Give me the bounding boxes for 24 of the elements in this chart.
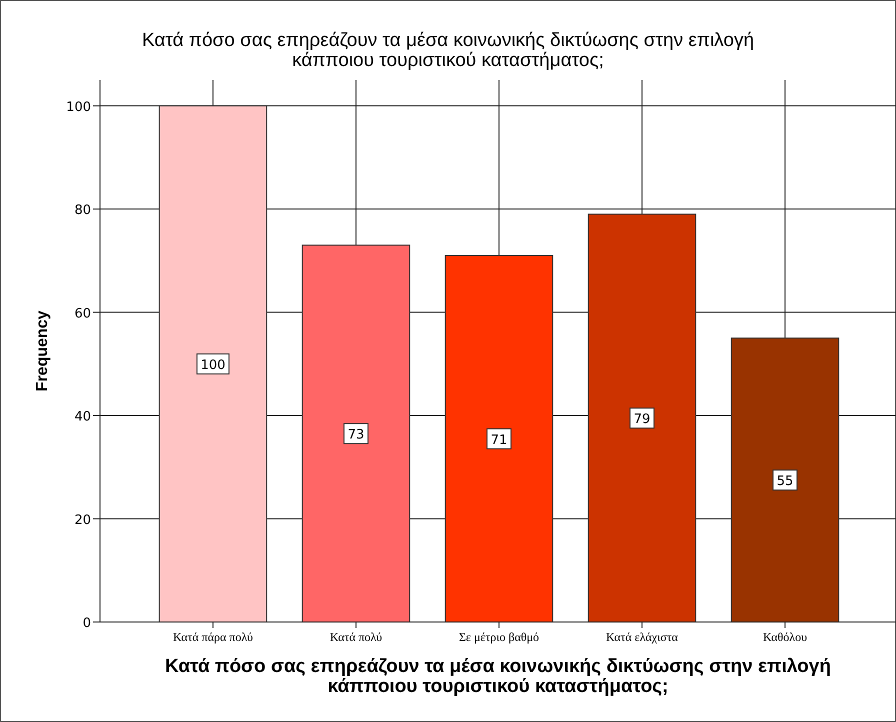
bar bbox=[730, 338, 840, 622]
y-tick-label: 20 bbox=[74, 512, 91, 528]
x-tick-label: Κατά πάρα πολύ bbox=[173, 630, 253, 644]
bar bbox=[158, 105, 268, 622]
x-tick-label: Κατά πολύ bbox=[330, 630, 382, 644]
x-tick-label: Κατά ελάχιστα bbox=[606, 630, 679, 644]
bar bbox=[444, 255, 554, 622]
y-tick-label: 0 bbox=[82, 616, 91, 631]
chart-title: Κατά πόσο σας επηρεάζουν τα μέσα κοινωνικής δικτύωσης στην επιλογή κάπποιου τουριστικού καταστήματος; bbox=[142, 30, 754, 71]
data-label: 100 bbox=[200, 358, 226, 373]
data-label: 73 bbox=[348, 428, 364, 443]
y-tick-label: 80 bbox=[74, 203, 91, 218]
x-axis-title: Κατά πόσο σας επηρεάζουν τα μέσα κοινωνικής δικτύωσης στην επιλογή κάπποιου τουριστικού καταστήματος; bbox=[165, 656, 831, 697]
x-tick-label: Καθόλου bbox=[763, 630, 808, 644]
y-tick-label: 60 bbox=[74, 306, 91, 322]
data-label: 55 bbox=[776, 474, 794, 490]
x-tick-label: Σε μέτριο βαθμό bbox=[458, 630, 540, 644]
bar bbox=[588, 214, 696, 622]
data-label: 71 bbox=[490, 432, 508, 448]
y-tick-label: 40 bbox=[74, 410, 91, 425]
y-tick-label: 100 bbox=[66, 100, 91, 115]
y-axis-title: Frequency bbox=[34, 310, 51, 392]
data-label: 79 bbox=[634, 412, 650, 428]
bar bbox=[302, 244, 410, 622]
